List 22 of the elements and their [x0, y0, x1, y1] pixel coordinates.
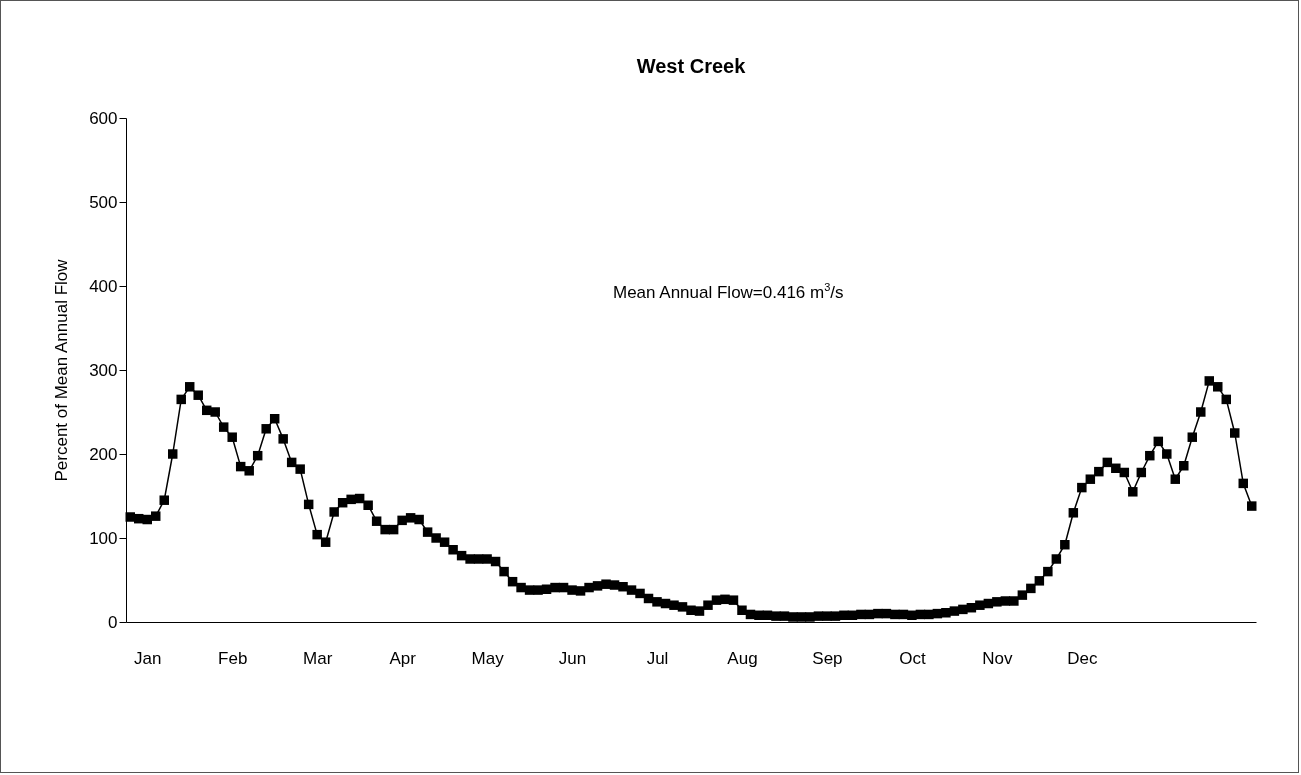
y-tick-label: 100: [89, 528, 118, 548]
y-tick-label: 0: [108, 612, 118, 632]
x-tick-label: Apr: [389, 648, 417, 668]
x-tick-label: Jun: [558, 648, 587, 668]
x-tick-label: Jul: [646, 648, 669, 668]
y-axis-title: Percent of Mean Annual Flow: [52, 258, 72, 482]
chart-title: West Creek: [636, 55, 747, 77]
y-tick-label: 300: [89, 360, 118, 380]
x-tick-label: Nov: [982, 648, 1013, 668]
x-tick-label: Feb: [218, 648, 248, 668]
x-tick-label: May: [471, 648, 505, 668]
x-tick-label: Oct: [899, 648, 926, 668]
x-tick-label: Dec: [1067, 648, 1098, 668]
y-tick-label: 500: [89, 192, 118, 212]
annotation: Mean Annual Flow=0.416 m$^{3}$/s: [613, 281, 844, 303]
y-tick-label: 600: [89, 108, 118, 128]
x-tick-label: Jan: [134, 648, 162, 668]
x-tick-label: Mar: [303, 648, 333, 668]
x-tick-label: Sep: [812, 648, 843, 668]
x-tick-label: Aug: [727, 648, 758, 668]
y-tick-label: 400: [89, 276, 118, 296]
y-tick-label: 200: [89, 444, 118, 464]
